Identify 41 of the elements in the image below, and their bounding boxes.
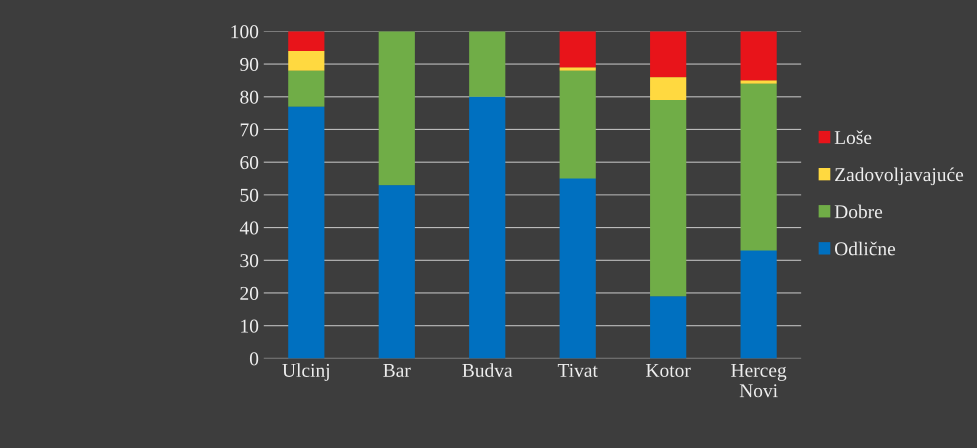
y-tick-label: 80 xyxy=(240,90,258,104)
bar xyxy=(650,31,686,78)
y-tick-label: 30 xyxy=(240,254,258,268)
y-tick-label: 100 xyxy=(231,25,258,38)
legend-label: Odlične xyxy=(834,242,896,256)
bar xyxy=(650,296,686,358)
x-tick-label: Ulcinj xyxy=(282,363,329,381)
bar xyxy=(740,31,777,80)
y-tick-label: 0 xyxy=(250,352,258,366)
bar xyxy=(469,31,506,97)
bar xyxy=(560,67,596,71)
y-tick-label: 60 xyxy=(240,156,258,170)
bar xyxy=(560,178,596,358)
x-tick-label: Kotor xyxy=(646,364,691,377)
legend-label: Dobre xyxy=(834,204,882,218)
legend-label: Zadovoljavajuće xyxy=(835,168,964,186)
x-tick-label: Tivat xyxy=(558,364,598,377)
bar xyxy=(378,185,415,358)
y-tick-label: 50 xyxy=(240,188,258,202)
bar xyxy=(740,250,777,358)
x-tick-label: Herceg Novi xyxy=(731,364,786,398)
y-tick-label: 90 xyxy=(240,58,258,71)
bar xyxy=(650,100,686,296)
x-tick-label: Budva xyxy=(462,363,512,377)
legend-label: Loše xyxy=(834,130,872,144)
bar xyxy=(288,50,324,71)
bar xyxy=(740,80,777,84)
bar xyxy=(650,77,686,100)
bar xyxy=(288,106,324,358)
bar xyxy=(740,84,777,250)
bar xyxy=(378,31,415,186)
bar xyxy=(560,31,596,68)
bar xyxy=(288,31,324,51)
bar xyxy=(288,70,324,107)
bar xyxy=(469,96,506,358)
bar xyxy=(560,70,596,179)
y-tick-label: 20 xyxy=(240,286,258,300)
y-tick-label: 10 xyxy=(241,320,258,333)
x-tick-label: Bar xyxy=(383,364,411,377)
y-tick-label: 70 xyxy=(240,123,258,136)
y-tick-label: 40 xyxy=(240,221,258,235)
